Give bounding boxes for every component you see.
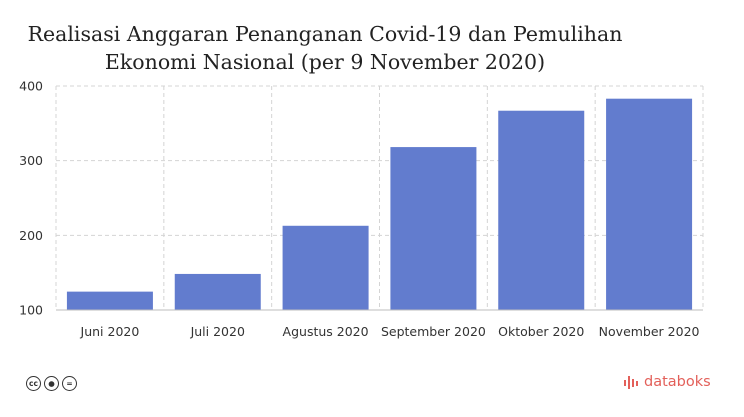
x-tick-label: Oktober 2020 xyxy=(498,324,584,339)
bar xyxy=(174,273,261,310)
bar xyxy=(282,225,369,310)
cc-icon: cc xyxy=(26,376,41,391)
bar xyxy=(390,147,477,310)
x-tick-label: November 2020 xyxy=(599,324,700,339)
nd-icon: = xyxy=(62,376,77,391)
databoks-logo: databoks xyxy=(624,374,711,390)
by-icon: ● xyxy=(44,376,59,391)
bar xyxy=(66,291,153,310)
license-icons: cc ● = xyxy=(26,376,77,391)
bar xyxy=(606,98,693,311)
y-tick-label: 100 xyxy=(19,303,43,318)
y-tick-label: 200 xyxy=(19,228,43,243)
databoks-bars-icon xyxy=(624,376,638,389)
chart-title: Realisasi Anggaran Penanganan Covid-19 d… xyxy=(0,20,650,76)
bar xyxy=(498,110,585,311)
x-tick-label: Agustus 2020 xyxy=(283,324,369,339)
chart-title-line-2: Ekonomi Nasional (per 9 November 2020) xyxy=(104,50,546,74)
brand-name: databoks xyxy=(644,374,711,390)
x-tick-label: September 2020 xyxy=(381,324,486,339)
x-tick-label: Juli 2020 xyxy=(190,324,245,339)
y-tick-label: 300 xyxy=(19,153,43,168)
x-tick-label: Juni 2020 xyxy=(80,324,140,339)
bar-chart: 100 200 300 400 Juni 2020 Juli 2020 Agustus 20… xyxy=(19,79,704,339)
chart-title-line-1: Realisasi Anggaran Penanganan Covid-19 d… xyxy=(27,22,623,46)
y-tick-label: 400 xyxy=(19,79,43,94)
